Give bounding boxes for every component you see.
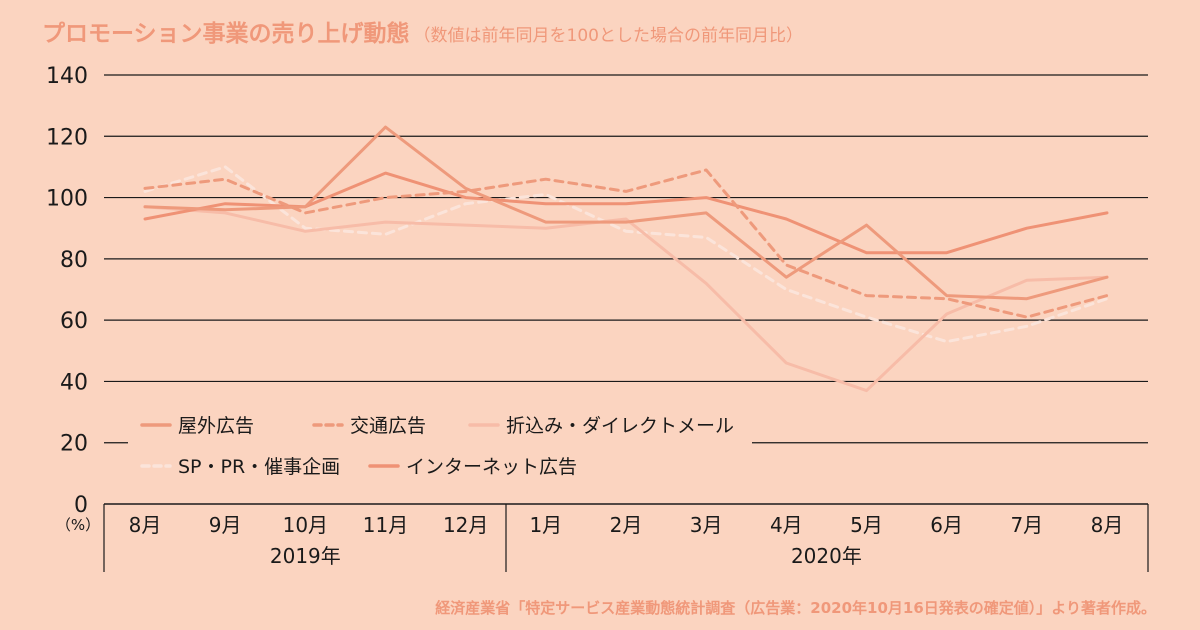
x-tick-label: 5月 [850,513,883,537]
y-tick-label: 0 [74,493,88,518]
series-line-5 [143,171,1109,255]
legend: 屋外広告 交通広告 折込み・ダイレクトメール SP・PR・催事企画 インターネット広告 [140,415,734,478]
legend-label-5: インターネット広告 [406,456,577,478]
x-tick-label: 6月 [930,513,963,537]
y-axis-ticks: 0 20 40 60 80 100 120 140 [46,64,88,518]
y-axis-unit-label: （%） [56,516,100,534]
legend-label-4: SP・PR・催事企画 [178,456,340,478]
y-tick-label: 80 [60,248,88,273]
x-tick-label: 7月 [1010,513,1043,537]
x-tick-label: 4月 [770,513,803,537]
x-axis: 8月 9月 10月 11月 12月 1月 2月 3月 4月 5月 6月 7月 8月 2019年 2020年 [103,503,1149,572]
x-tick-label: 9月 [209,513,242,537]
y-tick-label: 20 [60,432,88,457]
x-tick-label: 10月 [283,513,328,537]
series-lines [143,125,1109,393]
series-line-4 [143,165,1109,344]
x-tick-label: 1月 [529,513,562,537]
chart-subtitle: （数値は前年同月を100とした場合の前年同月比） [413,26,803,46]
x-tick-label: 2月 [610,513,643,537]
series-line-2 [143,168,1109,319]
y-tick-label: 120 [46,125,88,150]
x-tick-label: 12月 [443,513,488,537]
series-line-3 [143,205,1109,393]
legend-label-3: 折込み・ダイレクトメール [506,415,734,437]
x-tick-label: 3月 [690,513,723,537]
legend-label-1: 屋外広告 [178,415,254,437]
y-tick-label: 40 [60,370,88,395]
x-tick-label: 11月 [363,513,408,537]
y-tick-label: 140 [46,64,88,89]
title-row: プロモーション事業の売り上げ動態 （数値は前年同月を100とした場合の前年同月比） [42,14,803,48]
year-group-label: 2019年 [270,544,341,568]
source-note: 経済産業省「特定サービス産業動態統計調査（広告業：2020年10月16日発表の確… [435,599,1156,617]
x-tick-label: 8月 [129,513,162,537]
grid-lines [104,74,1148,444]
y-tick-label: 100 [46,187,88,212]
legend-label-2: 交通広告 [350,415,426,437]
chart-title: プロモーション事業の売り上げ動態 [42,21,410,47]
series-line-1 [143,125,1109,301]
y-tick-label: 60 [60,309,88,334]
x-tick-label: 8月 [1091,513,1124,537]
year-group-label: 2020年 [791,544,862,568]
